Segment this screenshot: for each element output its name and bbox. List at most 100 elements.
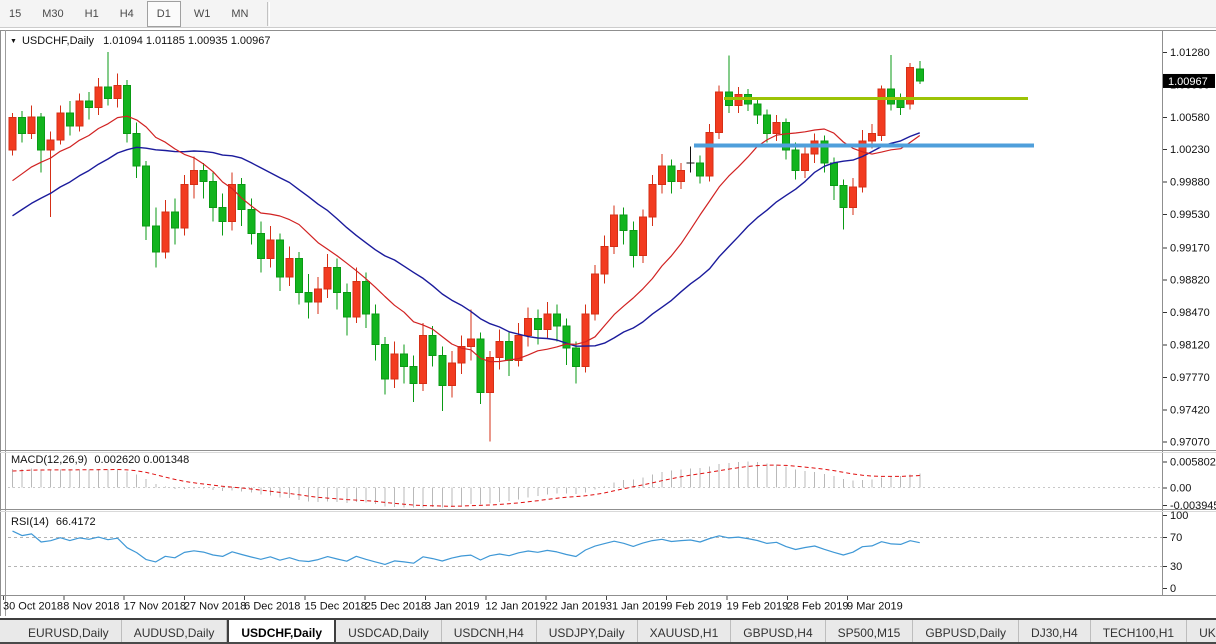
symbol-tab-bar: EURUSD,Daily AUDUSD,Daily USDCHF,Daily USDC… <box>0 618 1216 644</box>
candle-body <box>419 334 428 384</box>
date-tick-label: 30 Oct 2018 <box>3 601 63 613</box>
chart-objects-dropdown-icon[interactable]: ▼ <box>10 38 17 45</box>
tab-gbpusd-daily[interactable]: GBPUSD,Daily <box>913 620 1020 642</box>
price-tick-label: 1.00580 <box>1170 112 1210 124</box>
ma-slow-line <box>12 132 920 347</box>
timeframe-button-w1[interactable]: W1 <box>193 7 211 20</box>
date-tick-label: 17 Nov 2018 <box>124 601 186 613</box>
candle-body <box>868 132 876 142</box>
candle-body <box>591 273 600 315</box>
candle-body <box>476 338 485 394</box>
tab-tech100-h1[interactable]: TECH100,H1 <box>1091 620 1188 642</box>
macd-scale-label: 0.00 <box>1170 483 1191 495</box>
candle-body <box>505 341 514 361</box>
chart-window: 1.012801.009301.005801.002300.998800.995… <box>0 28 1216 618</box>
candle-body <box>610 214 619 247</box>
candle-body <box>56 112 65 141</box>
timeframe-button-h1[interactable]: H1 <box>84 7 99 20</box>
toolbar-separator <box>267 1 271 26</box>
macd-signal-line <box>12 464 920 507</box>
price-tick-label: 0.98820 <box>1170 275 1210 287</box>
candle-body <box>295 257 303 294</box>
chart-quote-ohlc: 1.01094 1.01185 1.00935 1.00967 <box>103 35 271 47</box>
tab-audusd-daily[interactable]: AUDUSD,Daily <box>122 620 228 642</box>
date-tick-label: 12 Jan 2019 <box>485 601 546 613</box>
tab-xauusd-h1[interactable]: XAUUSD,H1 <box>638 620 732 642</box>
candle-body <box>696 162 705 177</box>
candle-body <box>161 211 170 253</box>
tab-sp500-m15[interactable]: SP500,M15 <box>826 620 914 642</box>
price-tick-label: 1.01280 <box>1170 47 1210 59</box>
candle-body <box>314 288 323 303</box>
candle-body <box>533 318 542 331</box>
timeframe-button-m30[interactable]: M30 <box>42 7 64 20</box>
timeframe-button-d1[interactable]: D1 <box>146 0 181 27</box>
candle-body <box>571 347 580 368</box>
rsi-value: 66.4172 <box>55 516 96 528</box>
timeframe-button-15[interactable]: 15 <box>9 7 22 20</box>
candle-body <box>27 116 36 134</box>
chart-title: ▼ USDCHF,Daily 1.01094 1.01185 1.00935 1.0… <box>10 35 270 47</box>
candle-body <box>877 88 886 136</box>
candle-body <box>371 313 380 346</box>
tab-dj30-h4[interactable]: DJ30,H4 <box>1019 620 1091 642</box>
candle-body <box>753 103 762 116</box>
candle-body <box>151 225 160 253</box>
candle-body <box>648 183 657 218</box>
price-tick-label: 0.97770 <box>1170 372 1210 384</box>
candle-body <box>285 257 294 278</box>
candle-body <box>915 68 924 82</box>
chart-symbol-label: USDCHF,Daily <box>21 35 95 47</box>
candle-body <box>839 184 848 209</box>
candle-body <box>495 341 504 358</box>
price-tick-label: 0.99170 <box>1170 242 1210 254</box>
tab-ukc[interactable]: UKC <box>1187 620 1216 642</box>
candle-body <box>428 334 437 357</box>
candle-body <box>820 140 829 164</box>
candle-body <box>782 121 791 151</box>
macd-name: MACD(12,26,9) <box>11 454 88 466</box>
candle-body <box>791 149 800 171</box>
date-tick-label: 25 Dec 2018 <box>365 601 427 613</box>
candle-body <box>858 140 867 188</box>
candle-body <box>199 169 208 183</box>
rsi-scale-label: 100 <box>1170 510 1188 522</box>
timeframe-button-h4[interactable]: H4 <box>119 7 134 20</box>
price-tick-label: 0.99880 <box>1170 177 1210 189</box>
rsi-scale-label: 0 <box>1170 583 1176 595</box>
macd-scale-label: 0.005802 <box>1170 456 1216 468</box>
tab-usdchf-daily[interactable]: USDCHF,Daily <box>227 618 337 642</box>
candle-body <box>256 232 265 259</box>
chart-canvas[interactable]: 1.012801.009301.005801.002300.998800.995… <box>0 28 1216 618</box>
tab-usdjpy-daily[interactable]: USDJPY,Daily <box>537 620 638 642</box>
tab-gbpusd-h4[interactable]: GBPUSD,H4 <box>731 620 826 642</box>
candle-body <box>715 91 724 134</box>
candle-body <box>514 334 523 361</box>
timeframe-toolbar: 15 M30 H1 H4 D1 W1 MN <box>0 0 1216 28</box>
macd-scale-label: -0.003945 <box>1170 500 1216 512</box>
date-tick-label: 19 Feb 2019 <box>726 601 788 613</box>
candle-body <box>438 355 447 386</box>
candle-body <box>390 353 399 380</box>
date-tick-label: 15 Dec 2018 <box>304 601 366 613</box>
rsi-scale-label: 30 <box>1170 561 1182 573</box>
candle-body <box>524 318 533 336</box>
date-tick-label: 9 Mar 2019 <box>847 601 903 613</box>
tab-usdcad-daily[interactable]: USDCAD,Daily <box>336 620 442 642</box>
candle-body <box>657 165 666 185</box>
candle-body <box>8 117 17 151</box>
timeframe-button-mn[interactable]: MN <box>231 7 249 20</box>
candle-body <box>906 67 915 105</box>
candle-body <box>887 88 896 105</box>
candle-body <box>361 281 370 315</box>
date-tick-label: 3 Jan 2019 <box>425 601 479 613</box>
tab-eurusd-daily[interactable]: EURUSD,Daily <box>16 620 122 642</box>
candle-body <box>342 292 351 318</box>
tab-usdcnh-h4[interactable]: USDCNH,H4 <box>442 620 537 642</box>
candle-body <box>266 239 275 259</box>
candle-body <box>848 186 857 209</box>
candle-body <box>113 84 122 99</box>
candle-body <box>123 84 132 134</box>
candle-body <box>142 165 151 227</box>
candle-body <box>380 344 389 380</box>
